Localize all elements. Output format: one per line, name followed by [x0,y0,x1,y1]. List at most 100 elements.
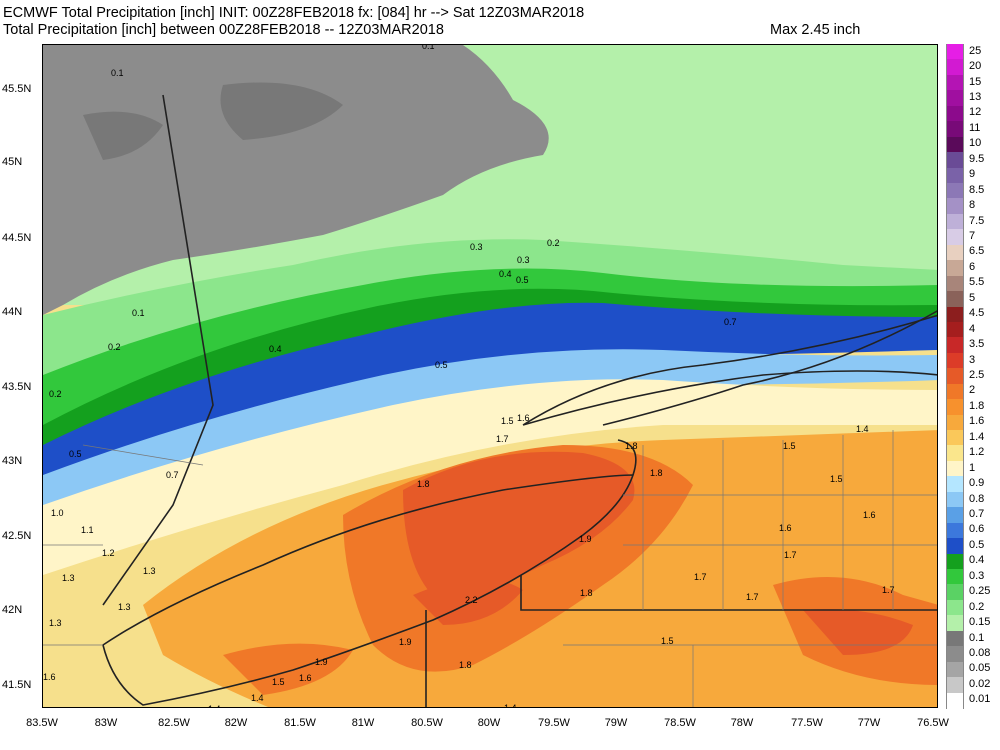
legend-label: 6 [969,260,976,273]
lake-ontario-outline [522,314,937,426]
precipitation-map: 0.1 0.1 0.3 0.2 0.3 0.4 0.5 0.1 0.2 0.4 0.5 0.7 0.2 1… [42,44,938,708]
legend-swatch [946,121,964,138]
legend-label: 5 [969,291,976,304]
lat-label-42-5n: 42.5N [2,530,32,542]
contour-label: 2.2 [465,595,478,605]
legend-swatch [946,430,964,447]
contour-label: 1.7 [496,434,509,444]
shade-band-darkgreen [43,268,937,465]
contour-label: 1.6 [779,523,792,533]
contour-label: 0.1 [422,45,435,51]
contour-label: 0.5 [69,449,82,459]
shade-band-darkgray [83,82,343,160]
legend-swatch [946,229,964,246]
legend-swatch [946,74,964,91]
contour-label: 1.3 [118,602,131,612]
legend-label: 0.4 [969,554,985,567]
contour-label: 1.3 [62,573,75,583]
legend-swatch [946,445,964,462]
contour-label: 0.3 [517,255,530,265]
legend-swatch [946,692,964,709]
legend-swatch [946,244,964,261]
legend-label: 2 [969,384,976,397]
legend-label: 0.6 [969,523,985,536]
contour-label: 1.0 [51,508,64,518]
contour-label: 1.9 [315,657,328,667]
legend-swatch [946,538,964,555]
legend-label: 6.5 [969,245,985,258]
legend-label: 9.5 [969,152,985,165]
contour-label: 0.7 [724,317,737,327]
contour-label: 1.4 [208,704,221,708]
legend-label: 5.5 [969,276,985,289]
contour-label: 1.5 [661,636,674,646]
contour-label: 1.7 [746,592,759,602]
lon-label-77w: 77W [857,717,881,729]
legend-swatch [946,198,964,215]
contour-label: 1.5 [830,474,843,484]
legend-swatch [946,352,964,369]
legend-label: 0.1 [969,631,985,644]
legend-swatch [946,507,964,524]
shade-band-paleyellow [43,379,937,575]
legend-swatch [946,569,964,586]
legend-label: 0.08 [969,646,991,659]
contour-label: 1.8 [650,468,663,478]
lon-label-80-5w: 80.5W [411,717,443,729]
legend-label: 8.5 [969,183,985,196]
contour-label: 1.3 [143,566,156,576]
legend-label: 4 [969,322,976,335]
contour-label: 1.5 [272,677,285,687]
contour-label: 1.4 [856,424,869,434]
contour-label: 0.5 [516,275,529,285]
legend-label: 3 [969,353,976,366]
legend-swatch [946,213,964,230]
legend-label: 9 [969,168,976,181]
legend-swatch [946,584,964,601]
legend-label: 13 [969,91,982,104]
legend-swatch [946,522,964,539]
contour-label: 0.1 [111,68,124,78]
lon-label-83-5w: 83.5W [26,717,58,729]
legend-swatch [946,661,964,678]
contour-label: 1.8 [459,660,472,670]
contour-label: 1.8 [417,479,430,489]
legend-swatch [946,337,964,354]
legend-swatch [946,291,964,308]
shade-band-blue [43,302,937,515]
legend-swatch [946,152,964,169]
map-svg: 0.1 0.1 0.3 0.2 0.3 0.4 0.5 0.1 0.2 0.4 0.5 0.7 0.2 1… [43,45,937,708]
lat-label-43n: 43N [2,455,23,467]
lon-label-82-5w: 82.5W [158,717,190,729]
contour-label: 1.5 [501,416,514,426]
legend-label: 0.25 [969,585,991,598]
lake-erie-outline [102,474,635,706]
legend-label: 1.4 [969,430,985,443]
lon-label-79w: 79W [604,717,628,729]
legend-swatch [946,167,964,184]
legend-label: 4.5 [969,307,985,320]
legend-swatch [946,90,964,107]
legend-swatch [946,59,964,76]
legend-swatch [946,677,964,694]
border-ny-on [602,310,937,476]
lat-label-42n: 42N [2,604,23,616]
lon-label-83w: 83W [94,717,118,729]
legend-label: 0.05 [969,662,991,675]
contour-label: 1.2 [102,548,115,558]
lat-label-45n: 45N [2,156,23,168]
contour-label: 0.3 [470,242,483,252]
legend-swatch [946,321,964,338]
legend-label: 1.6 [969,415,985,428]
legend-label: 0.8 [969,492,985,505]
lon-label-81-5w: 81.5W [284,717,316,729]
contour-label: 0.5 [435,360,448,370]
legend-label: 20 [969,60,982,73]
legend-label: 1.2 [969,446,985,459]
legend-label: 7 [969,230,976,243]
border-mi-on [102,94,214,606]
contour-label: 1.6 [43,672,56,682]
legend-label: 0.01 [969,693,991,706]
contour-label: 0.4 [269,344,282,354]
legend-label: 0.5 [969,538,985,551]
